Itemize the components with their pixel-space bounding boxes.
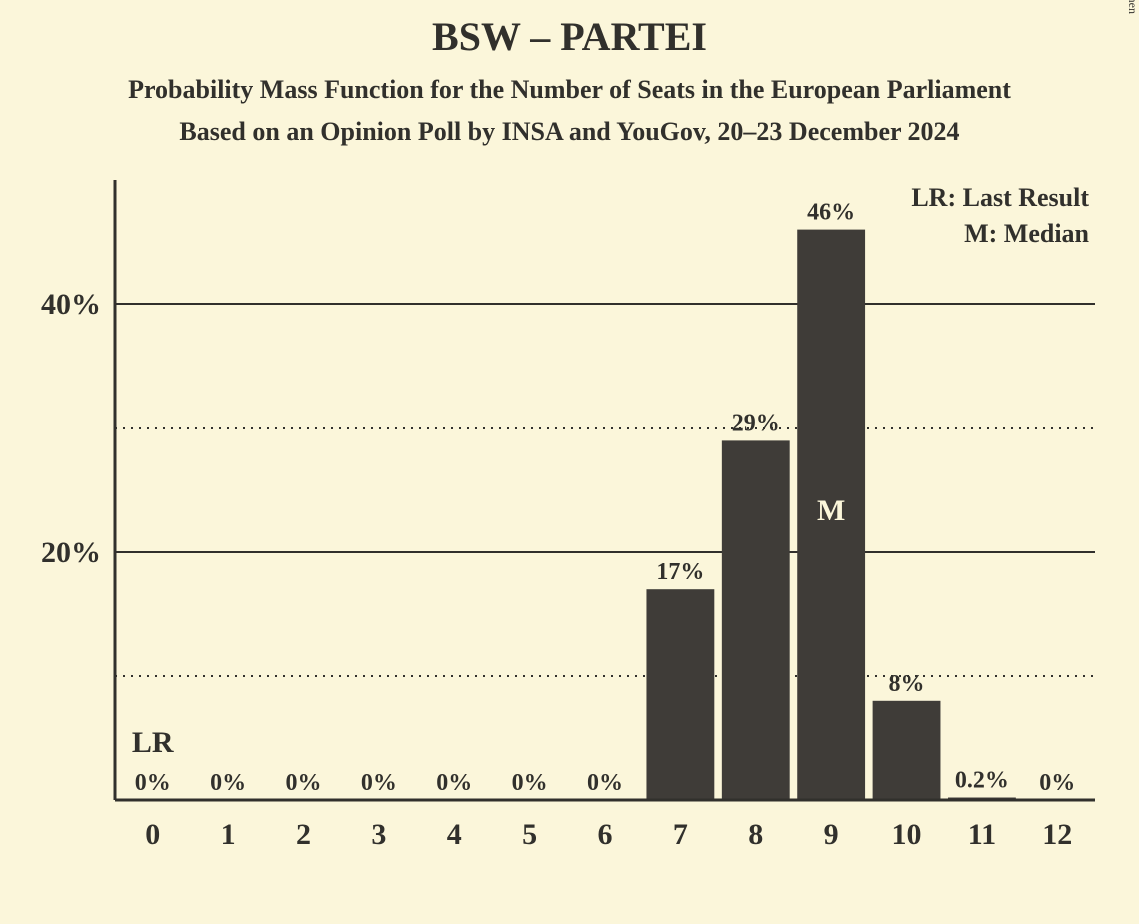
bar-value-label: 0% <box>135 770 171 796</box>
x-tick-label: 9 <box>824 818 839 851</box>
x-tick-label: 2 <box>296 818 311 851</box>
bar-value-label: 17% <box>656 559 704 585</box>
x-tick-label: 12 <box>1042 818 1072 851</box>
x-tick-label: 10 <box>892 818 922 851</box>
x-tick-label: 5 <box>522 818 537 851</box>
x-tick-label: 1 <box>221 818 236 851</box>
bar-value-label: 0% <box>210 770 246 796</box>
bar-value-label: 8% <box>889 671 925 697</box>
bar-value-label: 0% <box>1039 770 1075 796</box>
lr-annotation: LR <box>132 726 174 759</box>
bar-value-label: 46% <box>807 200 855 226</box>
legend-median: M: Median <box>964 219 1089 248</box>
bar-value-label: 0% <box>361 770 397 796</box>
x-tick-label: 0 <box>145 818 160 851</box>
x-tick-label: 11 <box>968 818 996 851</box>
x-tick-label: 4 <box>447 818 462 851</box>
pmf-bar-chart: BSW – PARTEI Probability Mass Function fo… <box>0 0 1139 924</box>
x-tick-label: 8 <box>748 818 763 851</box>
bar-value-label: 29% <box>732 410 780 436</box>
bar-value-label: 0% <box>285 770 321 796</box>
chart-subtitle-2: Based on an Opinion Poll by INSA and You… <box>179 117 959 146</box>
bar <box>722 440 790 800</box>
x-tick-label: 3 <box>371 818 386 851</box>
bar <box>873 701 941 800</box>
bar-value-label: 0% <box>587 770 623 796</box>
x-tick-label: 7 <box>673 818 688 851</box>
bar <box>646 589 714 800</box>
y-tick-label: 40% <box>41 288 101 321</box>
chart-title: BSW – PARTEI <box>432 14 707 59</box>
bar-value-label: 0% <box>512 770 548 796</box>
x-tick-label: 6 <box>598 818 613 851</box>
chart-subtitle-1: Probability Mass Function for the Number… <box>128 75 1011 104</box>
copyright-notice: © 2024 Filip van Laenen <box>1126 0 1139 14</box>
median-annotation: M <box>817 494 845 527</box>
bar-value-label: 0.2% <box>955 768 1009 794</box>
bar-value-label: 0% <box>436 770 472 796</box>
legend-lr: LR: Last Result <box>911 183 1089 212</box>
y-tick-label: 20% <box>41 536 101 569</box>
